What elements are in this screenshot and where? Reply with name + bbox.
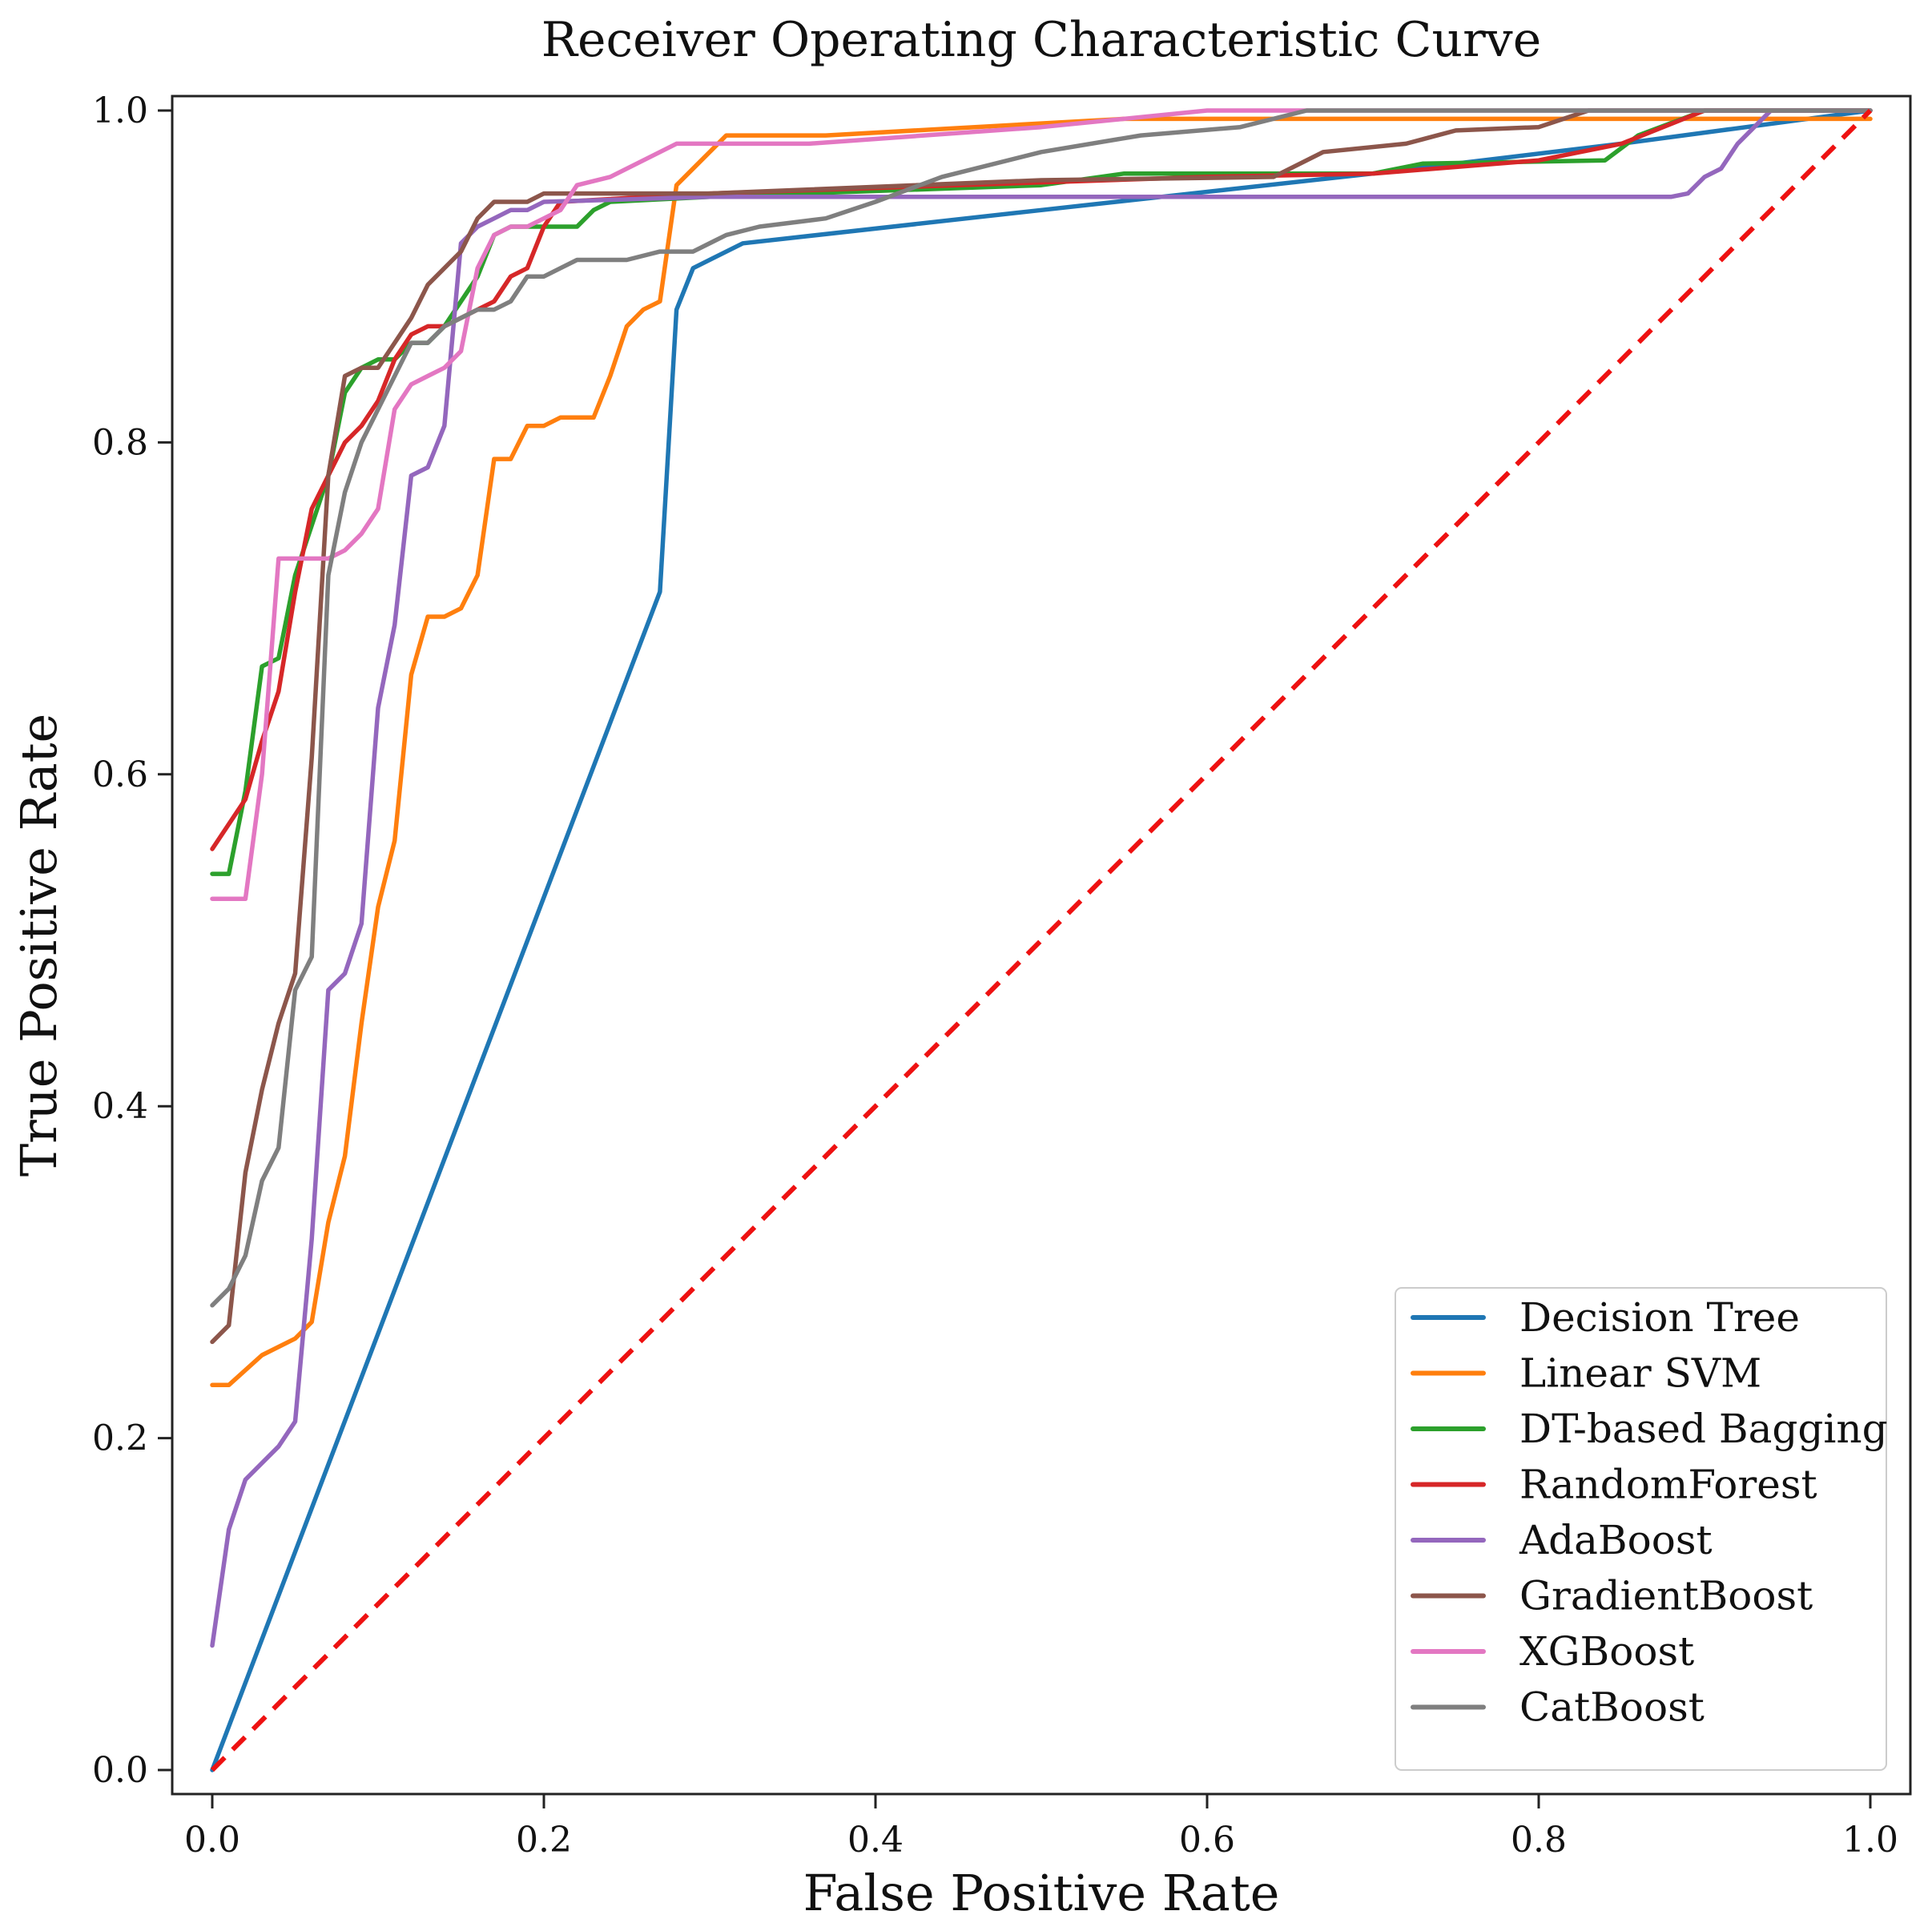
x-tick-label: 0.0 (184, 1820, 240, 1861)
x-axis-label: False Positive Rate (803, 1864, 1280, 1922)
series-line-xgboost (210, 108, 1873, 901)
x-tick-label: 0.6 (1179, 1820, 1235, 1861)
y-tick-label: 1.0 (92, 91, 148, 131)
legend-label-dt-based-bagging: DT-based Bagging (1519, 1406, 1888, 1452)
legend-label-xgboost: XGBoost (1519, 1628, 1694, 1675)
reference-layer (210, 108, 1873, 1772)
series-line-linear-svm (210, 116, 1873, 1388)
series-layer (210, 108, 1873, 1772)
series-line-randomforest (210, 108, 1873, 851)
plot-frame (171, 95, 1912, 1796)
x-axis-ticks: 0.0 0.2 0.4 0.6 0.8 1.0 (184, 1794, 1898, 1861)
series-line-gradientboost (210, 108, 1873, 1345)
series-line-dt-based-bagging (210, 108, 1873, 876)
y-axis-ticks: 0.0 0.2 0.4 0.6 0.8 1.0 (92, 91, 172, 1791)
series-line-decision-tree (210, 108, 1873, 1772)
legend: Decision Tree Linear SVM DT-based Bagging R… (1395, 1287, 1888, 1771)
x-tick-label: 1.0 (1842, 1820, 1898, 1861)
y-tick-label: 0.2 (92, 1418, 148, 1459)
y-tick-label: 0.0 (92, 1750, 148, 1791)
reference-diagonal-line (210, 108, 1873, 1772)
y-tick-label: 0.6 (92, 754, 148, 795)
legend-label-decision-tree: Decision Tree (1519, 1294, 1800, 1341)
legend-label-linear-svm: Linear SVM (1519, 1350, 1761, 1397)
legend-box (1395, 1287, 1887, 1771)
x-tick-label: 0.8 (1511, 1820, 1567, 1861)
legend-label-catboost: CatBoost (1519, 1684, 1705, 1731)
y-tick-label: 0.4 (92, 1086, 148, 1127)
legend-label-gradientboost: GradientBoost (1519, 1573, 1813, 1619)
y-tick-label: 0.8 (92, 422, 148, 463)
legend-label-randomforest: RandomForest (1519, 1462, 1817, 1508)
y-axis-label: True Positive Rate (10, 714, 68, 1177)
chart-title: Receiver Operating Characteristic Curve (541, 12, 1541, 68)
x-tick-label: 0.2 (516, 1820, 572, 1861)
legend-label-adaboost: AdaBoost (1519, 1517, 1713, 1563)
x-tick-label: 0.4 (847, 1820, 904, 1861)
series-line-catboost (210, 108, 1873, 1308)
